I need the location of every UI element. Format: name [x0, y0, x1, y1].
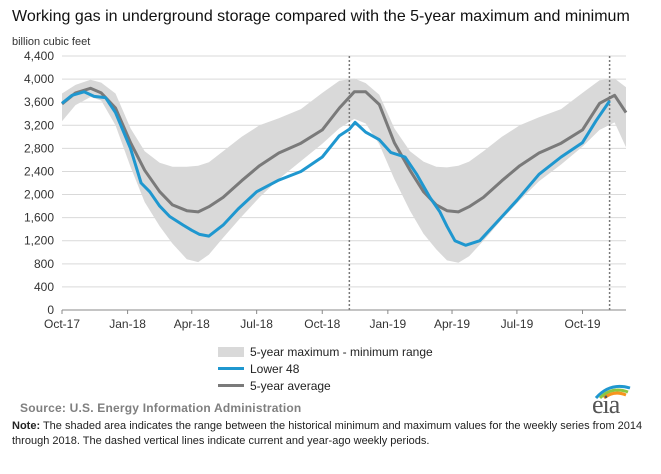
- x-tick-label: Jan-19: [369, 317, 406, 331]
- legend-item-avg: 5-year average: [218, 377, 433, 394]
- note-label: Note:: [12, 420, 41, 432]
- chart-title: Working gas in underground storage compa…: [12, 8, 630, 25]
- eia-logo-arcs-icon: [594, 384, 631, 400]
- x-tick-label: Oct-17: [44, 317, 80, 331]
- y-tick-label: 3,200: [24, 118, 54, 132]
- y-tick-label: 4,400: [24, 49, 54, 63]
- y-tick-label: 2,800: [24, 141, 54, 155]
- legend-item-lower48: Lower 48: [218, 360, 433, 377]
- y-axis-tick-labels: 0 400 800 1,200 1,600 2,000 2,400 2,800 3,200 3,6…: [24, 49, 54, 317]
- chart-note: Note: The shaded area indicates the rang…: [12, 419, 647, 449]
- x-tick-label: Jan-18: [109, 317, 146, 331]
- x-tick-label: Apr-18: [174, 317, 210, 331]
- y-tick-label: 2,000: [24, 188, 54, 202]
- legend-swatch-band: [218, 346, 244, 357]
- legend-swatch-lower48: [218, 367, 244, 370]
- y-tick-label: 1,600: [24, 211, 54, 225]
- five-year-average-line: [61, 86, 628, 214]
- note-text: The shaded area indicates the range betw…: [12, 420, 643, 447]
- lower-48-line: [61, 90, 611, 247]
- x-tick-label: Oct-18: [304, 317, 340, 331]
- y-tick-label: 800: [34, 257, 54, 271]
- eia-logo-text: eia: [592, 390, 620, 419]
- y-tick-label: 400: [34, 280, 54, 294]
- legend-item-band: 5-year maximum - minimum range: [218, 343, 433, 360]
- eia-logo: eia: [590, 382, 640, 419]
- max-min-range-band: [62, 78, 626, 263]
- legend-swatch-avg: [218, 384, 244, 387]
- legend: 5-year maximum - minimum range Lower 48 …: [218, 343, 433, 394]
- y-tick-label: 1,200: [24, 234, 54, 248]
- source-line: Source: U.S. Energy Information Administ…: [20, 401, 302, 415]
- x-axis-tick-labels: Oct-17 Jan-18 Apr-18 Jul-18 Oct-18 Jan-19 Apr-…: [44, 310, 601, 331]
- legend-label-lower48: Lower 48: [250, 361, 300, 376]
- y-tick-label: 2,400: [24, 164, 54, 178]
- y-axis-unit-label: billion cubic feet: [12, 36, 91, 48]
- x-tick-label: Jul-19: [501, 317, 534, 331]
- legend-label-band: 5-year maximum - minimum range: [250, 344, 433, 359]
- legend-label-avg: 5-year average: [250, 378, 331, 393]
- x-tick-label: Oct-19: [564, 317, 600, 331]
- y-tick-label: 3,600: [24, 95, 54, 109]
- y-tick-label: 0: [47, 303, 54, 317]
- x-tick-label: Apr-19: [434, 317, 470, 331]
- x-tick-label: Jul-18: [240, 317, 273, 331]
- y-tick-label: 4,000: [24, 72, 54, 86]
